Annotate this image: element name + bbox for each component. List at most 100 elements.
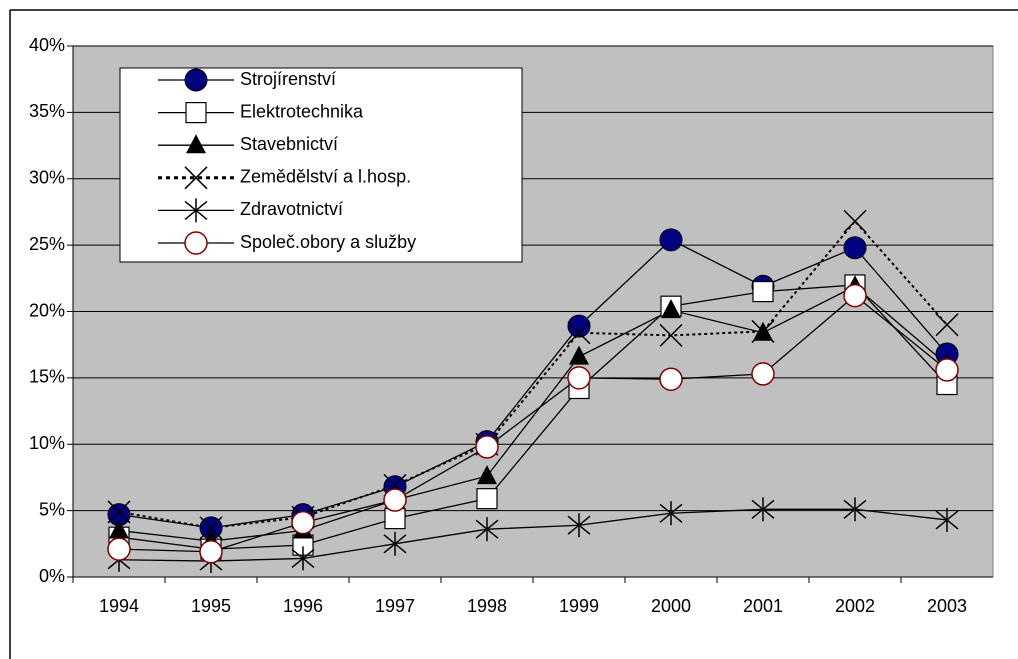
marker-shape [184, 231, 208, 255]
y-tick-label: 10% [29, 433, 65, 453]
marker-shape [659, 228, 683, 252]
data-point [567, 513, 591, 538]
x-tick-label: 1994 [99, 596, 139, 616]
marker-shape [185, 101, 207, 124]
marker-shape [291, 548, 315, 568]
data-point [752, 280, 774, 303]
legend-label: Stavebnictví [240, 134, 338, 154]
marker-shape [199, 540, 223, 564]
marker-shape [184, 200, 208, 220]
data-point [199, 540, 223, 564]
legend-marker [184, 68, 208, 92]
data-point [476, 488, 498, 510]
data-point [477, 465, 497, 485]
data-point [569, 345, 589, 365]
marker-shape [843, 283, 867, 308]
data-point [843, 283, 867, 308]
data-point [199, 516, 223, 540]
marker-shape [935, 313, 959, 337]
marker-shape [199, 516, 223, 540]
data-point [935, 313, 959, 337]
marker-shape [659, 367, 683, 391]
marker-shape [569, 345, 589, 365]
legend-label: Strojírenství [240, 69, 336, 89]
marker-shape [751, 499, 775, 519]
marker-shape [752, 280, 774, 303]
x-tick-label: 2001 [743, 596, 783, 616]
marker-shape [567, 314, 591, 338]
data-point [567, 321, 591, 345]
marker-shape [184, 68, 208, 92]
marker-shape [109, 519, 129, 539]
data-point [843, 497, 867, 522]
marker-shape [843, 209, 867, 233]
legend-marker [184, 166, 208, 190]
data-point [291, 546, 315, 571]
series-line [118, 219, 948, 529]
legend-marker [184, 231, 208, 255]
y-tick-label: 5% [39, 499, 65, 519]
data-point [661, 299, 681, 319]
series-line [118, 284, 948, 550]
data-point [843, 236, 867, 260]
data-point [107, 500, 131, 524]
marker-shape [476, 488, 498, 510]
series-line [118, 285, 948, 542]
marker-shape [659, 323, 683, 347]
marker-shape [567, 321, 591, 345]
series-line [118, 508, 948, 562]
data-point [659, 501, 683, 526]
marker-shape [184, 166, 208, 190]
data-point [567, 314, 591, 338]
legend-marker [185, 101, 207, 124]
data-point [843, 209, 867, 233]
y-tick-label: 20% [29, 300, 65, 320]
data-point [751, 319, 775, 343]
marker-shape [291, 510, 315, 535]
marker-shape [751, 362, 775, 386]
data-point [107, 537, 131, 561]
marker-shape [475, 519, 499, 539]
marker-shape [567, 515, 591, 535]
legend-label: Elektrotechnika [240, 101, 364, 121]
marker-shape [659, 503, 683, 523]
y-tick-label: 0% [39, 566, 65, 586]
data-point [383, 531, 407, 556]
marker-shape [475, 435, 499, 459]
marker-shape [843, 499, 867, 519]
x-tick-label: 2000 [651, 596, 691, 616]
data-point [935, 507, 959, 532]
data-point [383, 488, 407, 512]
data-point [659, 228, 683, 252]
data-point [109, 519, 129, 539]
legend-label: Zemědělství a l.hosp. [240, 167, 411, 187]
marker-shape [661, 299, 681, 319]
marker-shape [383, 534, 407, 554]
marker-shape [843, 236, 867, 260]
legend-label: Společ.obory a služby [240, 232, 416, 252]
y-tick-label: 25% [29, 234, 65, 254]
x-tick-label: 1998 [467, 596, 507, 616]
marker-shape [477, 465, 497, 485]
data-point [659, 323, 683, 347]
marker-shape [935, 358, 959, 382]
marker-shape [107, 537, 131, 561]
series-line [118, 239, 948, 529]
data-point [291, 510, 315, 535]
x-tick-label: 1999 [559, 596, 599, 616]
x-tick-label: 1996 [283, 596, 323, 616]
x-tick-label: 1995 [191, 596, 231, 616]
y-tick-label: 35% [29, 101, 65, 121]
x-tick-label: 2002 [835, 596, 875, 616]
series-line [118, 294, 948, 553]
marker-shape [567, 366, 591, 390]
legend-label: Zdravotnictví [240, 199, 343, 219]
marker-shape [186, 134, 206, 154]
marker-shape [107, 500, 131, 524]
marker-shape [751, 319, 775, 343]
data-point [751, 497, 775, 522]
x-tick-label: 2003 [927, 596, 967, 616]
y-tick-label: 40% [29, 35, 65, 55]
legend-box [119, 67, 523, 263]
